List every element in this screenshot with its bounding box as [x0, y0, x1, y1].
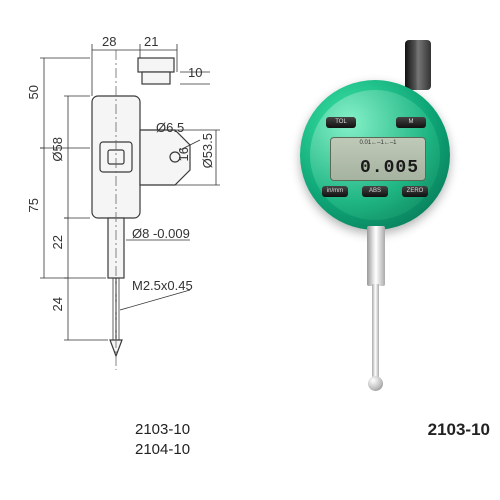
dim-d8: Ø8 -0.009 — [132, 226, 190, 241]
top-stem — [405, 40, 431, 90]
dim-21: 21 — [144, 34, 158, 49]
dim-10: 10 — [188, 65, 202, 80]
model-line-1: 2103-10 — [135, 420, 190, 440]
photo-model-label: 2103-10 — [428, 420, 490, 440]
dim-24: 24 — [50, 297, 65, 311]
zero-button[interactable]: ZERO — [402, 186, 428, 197]
dim-thread: M2.5x0.45 — [132, 278, 193, 293]
bottom-stem — [367, 226, 385, 286]
abs-button[interactable]: ABS — [362, 186, 388, 197]
dim-d53-5: Ø53.5 — [200, 133, 215, 168]
lcd-header: 0.01←–1←–1 — [335, 140, 421, 146]
model-label-block: 2103-10 2104-10 — [135, 420, 190, 459]
tol-button[interactable]: TOL — [326, 117, 356, 128]
technical-drawing: 28 21 10 50 Ø58 Ø6.5 16 Ø53.5 75 22 Ø8 -… — [20, 40, 250, 440]
m-button[interactable]: M — [396, 117, 426, 128]
mm-button[interactable]: in/mm — [322, 186, 348, 197]
dim-d58: Ø58 — [50, 137, 65, 162]
model-line-2: 2104-10 — [135, 440, 190, 460]
probe-rod — [372, 284, 379, 379]
dim-28: 28 — [102, 34, 116, 49]
dim-50: 50 — [26, 85, 41, 99]
probe-tip — [368, 376, 383, 391]
product-photo: TOL M 0.01←–1←–1 0.005 in/mm ABS ZERO 21… — [260, 40, 490, 460]
dim-22: 22 — [50, 235, 65, 249]
lcd-reading: 0.005 — [360, 158, 419, 178]
lcd-display: 0.01←–1←–1 0.005 — [330, 137, 426, 181]
dim-75: 75 — [26, 198, 41, 212]
dim-d6-5: Ø6.5 — [156, 120, 184, 135]
dim-16: 16 — [176, 147, 191, 161]
